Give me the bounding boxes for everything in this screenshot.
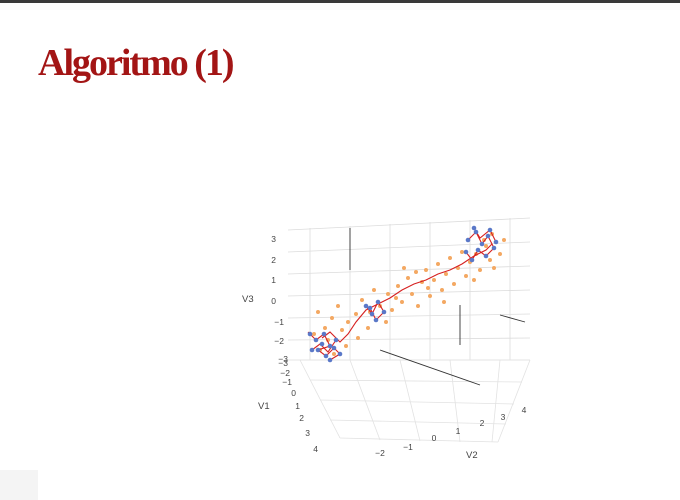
plot-canvas[interactable]: 3 2 1 0 −1 −2 −3 V3 −3 −2 −1 0 1 2 3 4 V… (230, 210, 550, 465)
v2-tick: 3 (501, 412, 506, 422)
v3-tick: 3 (271, 234, 276, 244)
top-bar (0, 0, 680, 3)
v3-tick: −1 (274, 317, 284, 327)
v1-tick: 2 (299, 413, 304, 423)
v1-tick: 0 (291, 388, 296, 398)
grid-back-wall (287, 217, 531, 361)
cluster-points (307, 225, 499, 363)
grid-floor (299, 359, 531, 443)
v1-axis-label: V1 (258, 401, 270, 412)
v2-tick: 2 (480, 418, 485, 428)
3d-scatter-plot[interactable]: 3 2 1 0 −1 −2 −3 V3 −3 −2 −1 0 1 2 3 4 V… (230, 210, 550, 465)
v1-tick: −1 (282, 377, 292, 387)
v2-tick: 1 (456, 426, 461, 436)
v3-tick: 0 (271, 296, 276, 306)
corner-shade (0, 470, 38, 500)
v2-tick: −2 (375, 448, 385, 458)
v1-tick: −3 (278, 358, 288, 368)
v3-tick: −2 (274, 336, 284, 346)
v1-tick: 1 (295, 401, 300, 411)
v3-axis-label: V3 (242, 294, 254, 305)
v2-tick: 4 (522, 405, 527, 415)
v1-tick: 4 (313, 444, 318, 454)
v2-tick: −1 (403, 442, 413, 452)
v1-tick: 3 (305, 428, 310, 438)
v2-tick: 0 (432, 433, 437, 443)
v3-tick: 2 (271, 255, 276, 265)
axis-lines (349, 228, 526, 386)
v3-tick: −3 (278, 354, 288, 364)
v1-tick: −2 (280, 368, 290, 378)
slide-title: Algoritmo (1) (38, 42, 235, 84)
v2-axis-label: V2 (466, 450, 478, 461)
v3-tick: 1 (271, 275, 276, 285)
